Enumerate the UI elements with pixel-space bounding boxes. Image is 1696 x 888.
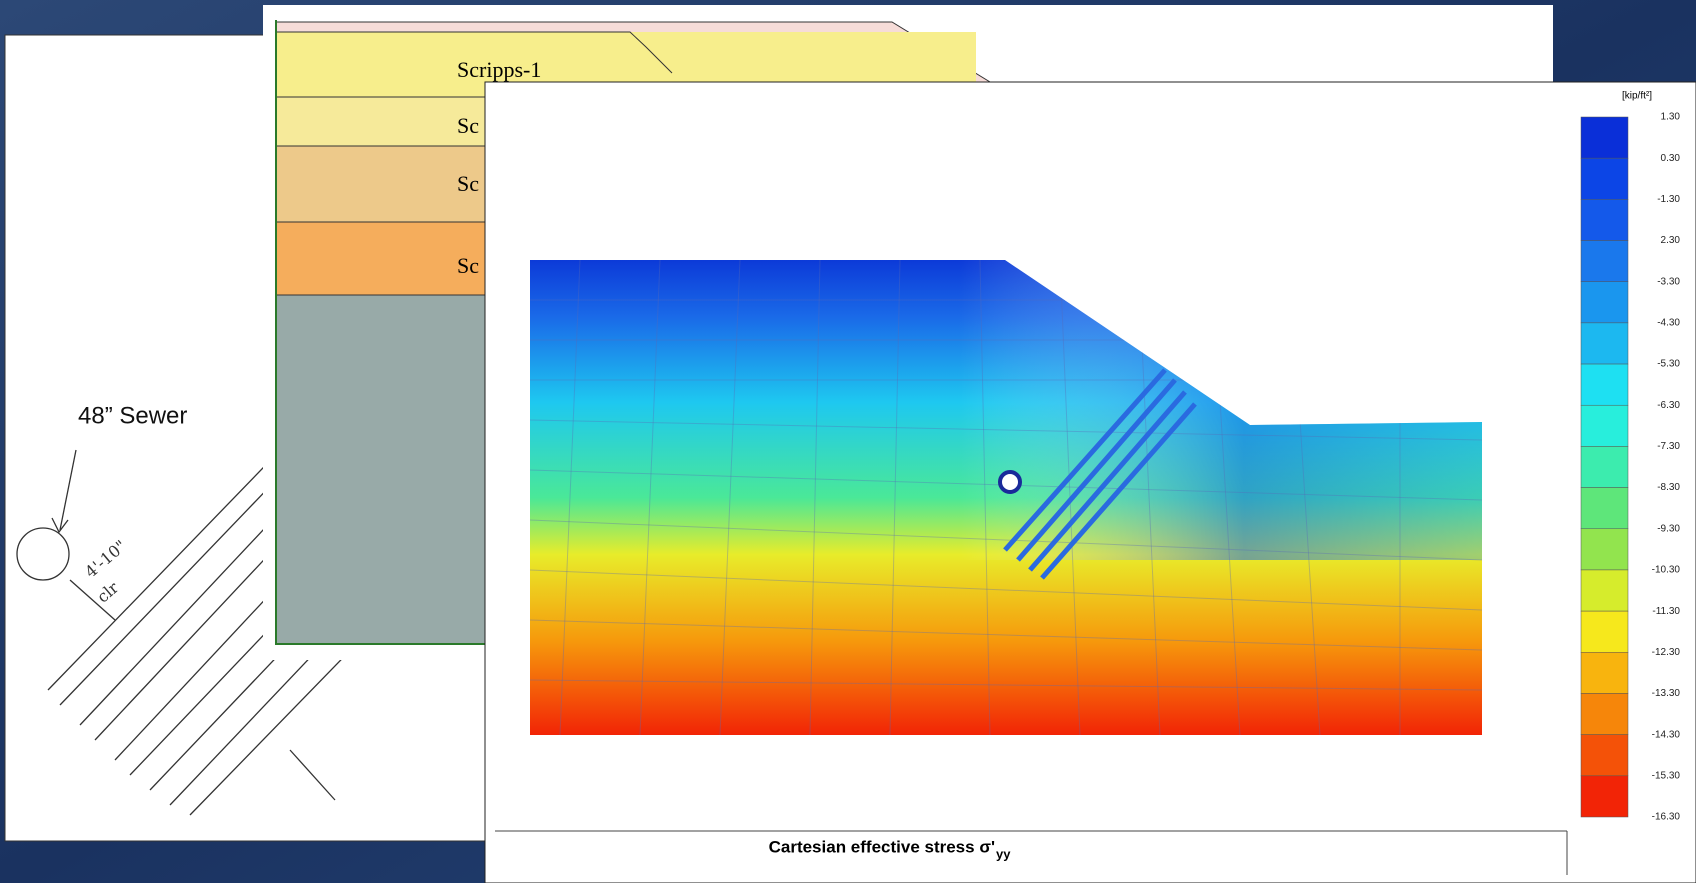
colorbar-label: 1.30 (1661, 112, 1681, 123)
colorbar-label: -8.30 (1657, 482, 1680, 493)
colorbar-band (1581, 117, 1628, 158)
layer-label: Scripps-1 (457, 57, 541, 82)
layer-label: Sc (457, 171, 479, 196)
colorbar-band (1581, 158, 1628, 199)
colorbar-label: -3.30 (1657, 276, 1680, 287)
colorbar-band (1581, 735, 1628, 776)
layer-label: Sc (457, 253, 479, 278)
slide: 48” Sewer 4'-10" clr Scripps-1 Sc Sc Sc (0, 0, 1696, 883)
colorbar-label: -9.30 (1657, 523, 1680, 534)
colorbar-label: 0.30 (1661, 153, 1681, 164)
layer-label: Sc (457, 113, 479, 138)
colorbar-band (1581, 199, 1628, 240)
colorbar-label: -10.30 (1652, 565, 1681, 576)
colorbar-label: -13.30 (1652, 688, 1681, 699)
caption-subscript: yy (996, 846, 1011, 861)
colorbar-band (1581, 776, 1628, 817)
colorbar-band (1581, 405, 1628, 446)
colorbar-label: -7.30 (1657, 441, 1680, 452)
colorbar-label: -6.30 (1657, 400, 1680, 411)
colorbar-label: -16.30 (1652, 812, 1681, 823)
colorbar-band (1581, 652, 1628, 693)
colorbar-band (1581, 570, 1628, 611)
caption: Cartesian effective stress σ' (769, 837, 995, 856)
colorbar-label: -1.30 (1657, 194, 1680, 205)
colorbar-label: -14.30 (1652, 729, 1681, 740)
colorbar-band (1581, 364, 1628, 405)
colorbar-label: 2.30 (1661, 235, 1681, 246)
colorbar-band (1581, 693, 1628, 734)
colorbar-label: -15.30 (1652, 770, 1681, 781)
colorbar-band (1581, 241, 1628, 282)
colorbar-band (1581, 323, 1628, 364)
colorbar-band (1581, 282, 1628, 323)
colorbar-band (1581, 611, 1628, 652)
colorbar-band (1581, 529, 1628, 570)
colorbar-label: -12.30 (1652, 647, 1681, 658)
sewer-label: 48” Sewer (78, 402, 187, 429)
unit-label: [kip/ft²] (1622, 91, 1652, 102)
colorbar-band (1581, 446, 1628, 487)
colorbar-label: -5.30 (1657, 359, 1680, 370)
colorbar-band (1581, 488, 1628, 529)
colorbar-label: -4.30 (1657, 318, 1680, 329)
plot-panel: Cartesian effective stress σ' yy [kip/ft… (485, 82, 1696, 883)
colorbar-label: -11.30 (1652, 606, 1680, 617)
